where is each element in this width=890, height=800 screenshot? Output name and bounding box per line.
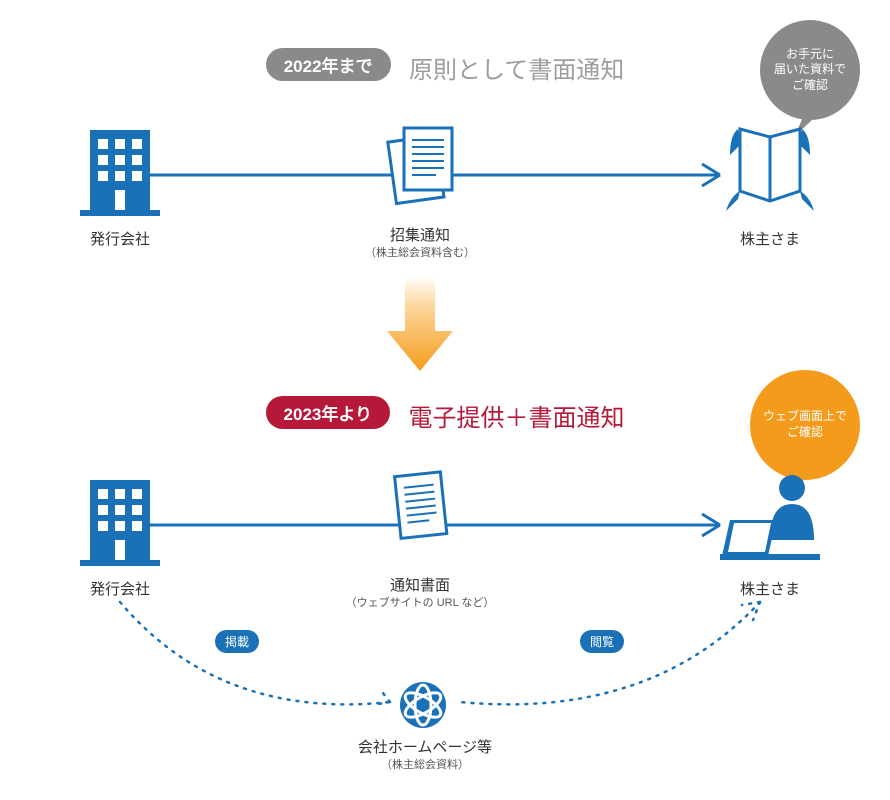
bubble1-l3: ご確認 xyxy=(792,78,828,92)
sublabel-notice: （株主総会資料含む） xyxy=(340,244,500,260)
pill-2022: 2022年まで xyxy=(266,48,391,81)
tag-browse: 閲覧 xyxy=(580,630,624,653)
globe-icon xyxy=(398,680,448,730)
reading-icon xyxy=(720,125,820,220)
speech-bubble-gray: お手元に 届いた資料で ご確認 xyxy=(760,20,860,120)
bubble1-l2: 届いた資料で xyxy=(774,62,846,76)
sublabel-homepage: （株主総会資料） xyxy=(340,756,510,772)
bubble1-l1: お手元に xyxy=(786,47,834,61)
label-issuer-1: 発行会社 xyxy=(80,228,160,249)
heading-2023: 電子提供＋書面通知 xyxy=(408,405,624,432)
speech-bubble-orange: ウェブ画面上で ご確認 xyxy=(750,370,860,480)
label-shareholder-1: 株主さま xyxy=(720,228,820,249)
building-icon-1 xyxy=(80,125,160,220)
heading-2022: 原則として書面通知 xyxy=(409,57,624,84)
documents-icon xyxy=(380,120,460,215)
transition-arrow-icon xyxy=(385,276,455,376)
building-icon-2 xyxy=(80,475,160,570)
page-icon xyxy=(392,468,452,548)
laptop-user-icon xyxy=(720,470,830,570)
tag-publish: 掲載 xyxy=(215,630,259,653)
bubble2-l1: ウェブ画面上で xyxy=(763,409,847,423)
label-notice: 招集通知 xyxy=(340,224,500,245)
label-homepage: 会社ホームページ等 xyxy=(340,736,510,757)
pill-2023: 2023年より xyxy=(266,396,390,429)
bubble2-l2: ご確認 xyxy=(787,425,823,439)
